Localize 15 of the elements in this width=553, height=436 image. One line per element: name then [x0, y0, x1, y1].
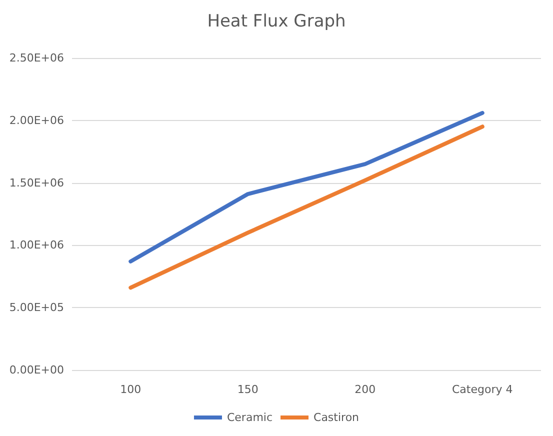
line-series [128, 124, 484, 290]
legend-label: Castiron [314, 411, 360, 424]
x-tick-label: 150 [237, 383, 258, 396]
y-tick-label: 5.00E+05 [9, 301, 64, 314]
y-tick-label: 0.00E+00 [9, 364, 64, 376]
legend-label: Ceramic [226, 411, 273, 424]
x-tick-label: 200 [354, 383, 376, 396]
x-tick-label: 100 [120, 383, 142, 396]
x-tick-label: Category 4 [452, 383, 513, 396]
y-tick-label: 1.00E+06 [9, 238, 64, 252]
chart-title: Heat Flux Graph [207, 12, 346, 32]
line-series [128, 110, 484, 264]
y-tick-label: 2.50E+06 [9, 52, 64, 64]
y-tick-label: 2.00E+06 [9, 114, 64, 127]
y-tick-label: 1.50E+06 [9, 176, 64, 190]
